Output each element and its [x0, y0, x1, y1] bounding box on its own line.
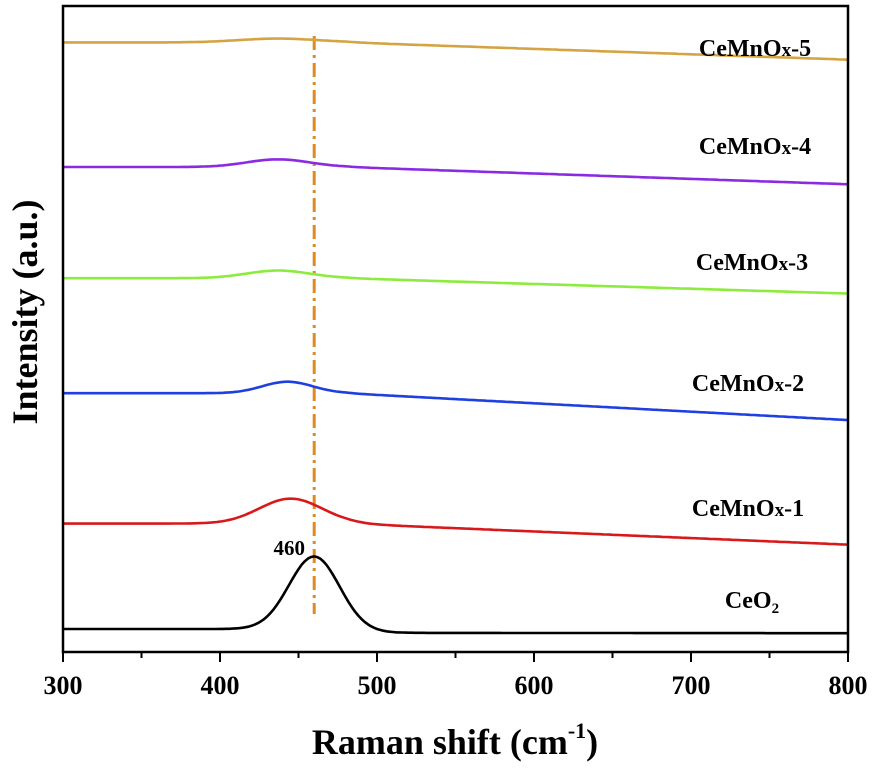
series-line-4 [63, 158, 849, 186]
series-label-3: CeMnOx-3 [696, 250, 808, 276]
x-axis-label: Raman shift (cm-1) [312, 718, 598, 762]
x-tick-label: 800 [829, 671, 868, 700]
x-axis-label-main: Raman shift (cm [312, 722, 568, 762]
series-line-1 [63, 497, 849, 546]
x-axis-label-sup: -1 [568, 718, 586, 743]
series-label-5: CeMnOx-5 [699, 36, 811, 62]
y-axis-label: Intensity (a.u.) [5, 199, 45, 424]
series-label-1: CeMnOx-1 [692, 496, 804, 522]
plot-frame [61, 4, 850, 654]
x-tick-label: 600 [515, 671, 554, 700]
series-line-0 [63, 555, 848, 635]
x-tick-label: 300 [44, 671, 83, 700]
series-label-4: CeMnOx-4 [699, 134, 811, 160]
peak-annotation: 460 [273, 536, 305, 560]
x-tick-label: 500 [358, 671, 397, 700]
series-line-5 [63, 37, 849, 61]
x-axis-label-close: ) [586, 722, 598, 762]
x-tick-label: 700 [672, 671, 711, 700]
ticks-group: 300 400 500 600 700 800 [44, 652, 868, 700]
axes-frame [61, 4, 850, 654]
series-line-2 [63, 380, 849, 422]
x-tick-label: 400 [201, 671, 240, 700]
series-label-2: CeMnOx-2 [692, 371, 804, 397]
series-group [63, 37, 849, 635]
series-line-3 [63, 269, 849, 295]
series-labels: CeO2 CeMnOx-1 CeMnOx-2 CeMnOx-3 CeMnOx-4 CeMn… [692, 36, 811, 617]
series-label-0: CeO2 [725, 588, 779, 617]
